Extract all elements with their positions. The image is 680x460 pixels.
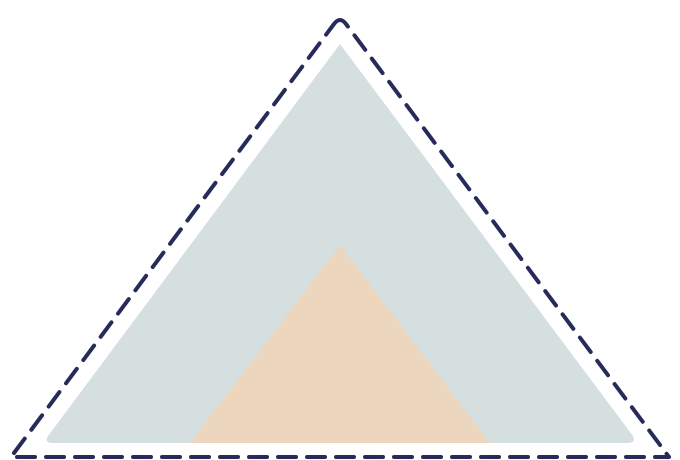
inner-triangle — [190, 245, 490, 443]
outer-dashed-outline — [9, 18, 671, 459]
middle-triangle — [46, 44, 634, 443]
